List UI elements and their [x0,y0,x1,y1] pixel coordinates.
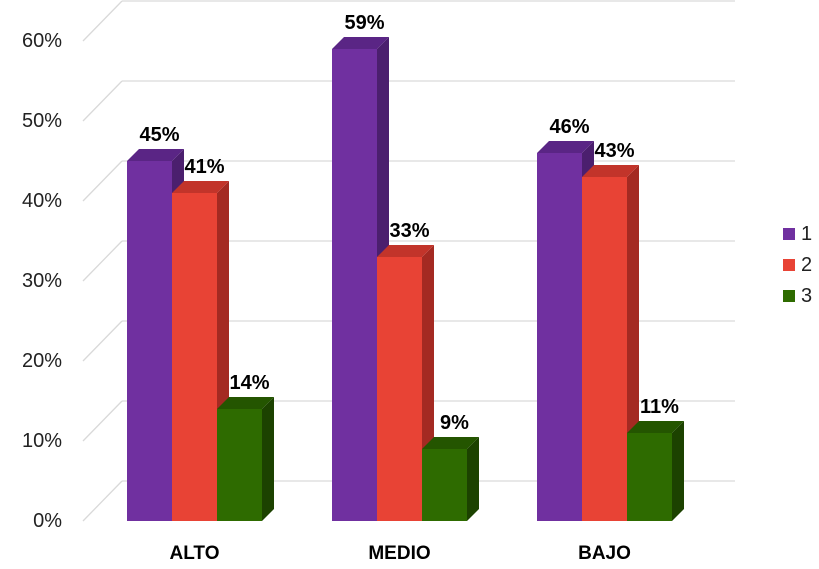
gridline-diagonal [82,480,123,522]
y-tick-label: 60% [22,30,62,52]
data-label: 33% [389,220,429,242]
bar-front [332,49,377,521]
bar-side [672,421,684,521]
bar-top [377,245,434,257]
data-label: 14% [229,372,269,394]
bar-medio-series-2 [377,245,434,521]
y-tick-label: 20% [22,350,62,372]
bar-side [467,437,479,521]
bar-front [172,193,217,521]
y-tick-label: 30% [22,270,62,292]
gridline-diagonal [82,320,123,362]
bar-top [172,181,229,193]
bar-front [422,449,467,521]
y-tick-label: 10% [22,430,62,452]
legend-label: 2 [801,254,812,276]
bar-front [537,153,582,521]
bar-top [627,421,684,433]
legend-swatch [783,259,795,271]
data-label: 9% [440,412,469,434]
legend-item: 3 [783,285,812,307]
y-tick-label: 0% [33,510,62,532]
y-axis-tick-labels: 0% 10% 20% 30% 40% 50% 60% [22,30,62,532]
legend-label: 1 [801,223,812,245]
bar-top [332,37,389,49]
data-label: 59% [344,12,384,34]
bar-front [127,161,172,521]
bar-medio-series-3 [422,437,479,521]
y-tick-label: 40% [22,190,62,212]
bar-front [217,409,262,521]
legend-swatch [783,290,795,302]
bar-top [582,165,639,177]
legend-label: 3 [801,285,812,307]
data-label: 11% [640,396,679,418]
bar-top [422,437,479,449]
gridline-diagonal [82,160,123,202]
x-category-label: MEDIO [368,543,430,564]
bars [127,37,684,521]
gridline-diagonal [82,0,123,42]
bar-alto-series-3 [217,397,274,521]
gridline-diagonal [82,400,123,442]
bar-front [582,177,627,521]
data-label: 41% [184,156,224,178]
legend: 1 2 3 [783,223,812,307]
gridline-diagonal [82,80,123,122]
bar-front [627,433,672,521]
data-label: 43% [594,140,634,162]
y-tick-label: 50% [22,110,62,132]
bar-front [377,257,422,521]
bar-side [262,397,274,521]
x-category-label: BAJO [578,543,631,564]
x-axis-category-labels: ALTO MEDIO BAJO [170,543,631,564]
bar-top [127,149,184,161]
data-labels: 45%41% 14% 59% 33% 9% 46%43% 11% [139,12,679,434]
legend-item: 1 [783,223,812,245]
bar-top [217,397,274,409]
legend-item: 2 [783,254,812,276]
gridline-diagonal [82,240,123,282]
data-label: 45% [139,124,179,146]
x-category-label: ALTO [170,543,220,564]
legend-swatch [783,228,795,240]
bar-top [537,141,594,153]
data-label: 46% [549,116,589,138]
bar-bajo-series-3 [627,421,684,521]
